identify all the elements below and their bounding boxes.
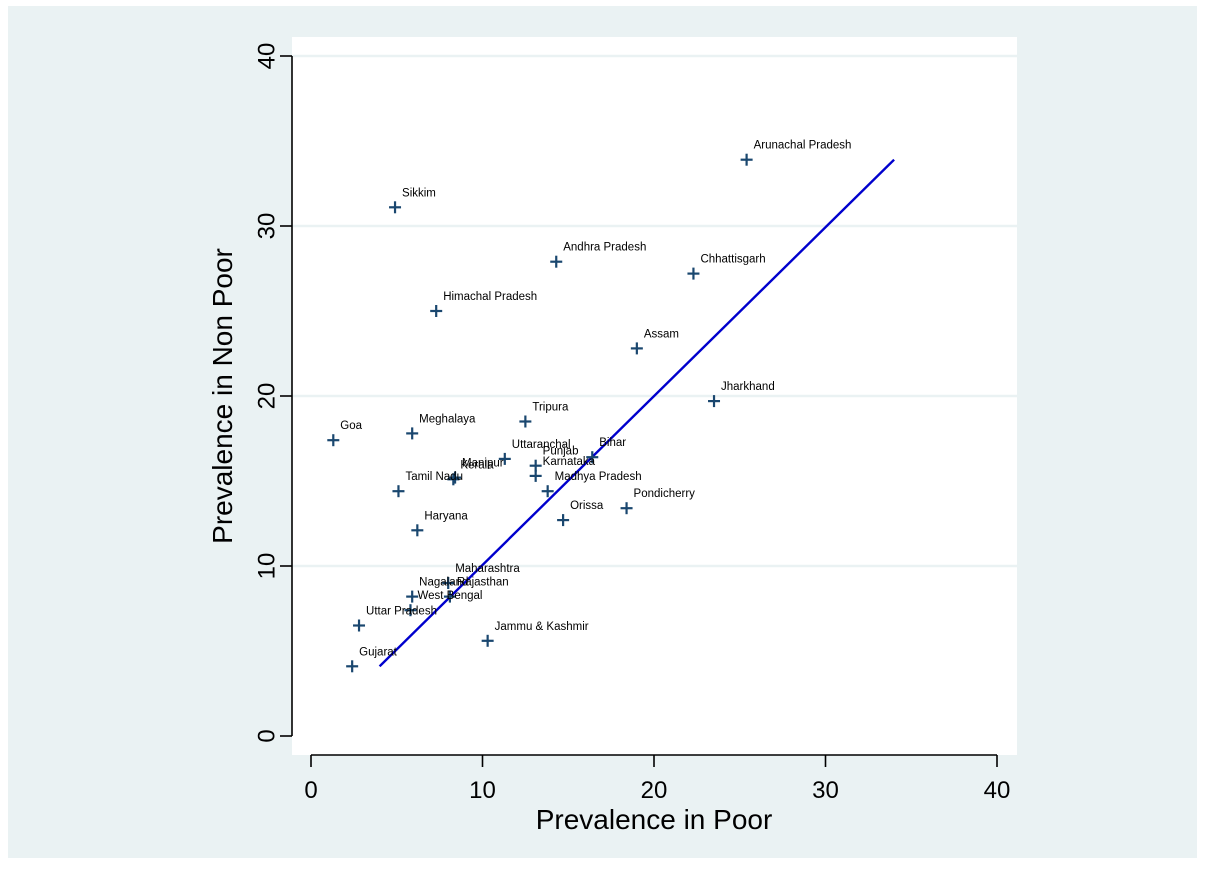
y-tick-label-0: 0	[253, 729, 280, 742]
y-tick-label-10: 10	[253, 553, 280, 580]
y-tick-label-20: 20	[253, 383, 280, 410]
x-axis-label: Prevalence in Poor	[536, 804, 773, 835]
point-maharashtra	[442, 577, 455, 589]
point-label-orissa: Orissa	[570, 500, 604, 512]
point-arunachal-pradesh	[740, 153, 753, 166]
point-tamil-nadu	[392, 485, 405, 498]
point-tripura	[519, 415, 532, 428]
point-label-jammu-kashmir: Jammu & Kashmir	[495, 621, 589, 633]
point-labels-layer: Arunachal Pradesh Sikkim Andhra Pradesh Chh…	[340, 140, 851, 659]
x-tick-label-30: 30	[812, 777, 839, 804]
x-tick-label-10: 10	[469, 777, 496, 804]
point-jharkhand	[708, 395, 721, 408]
point-orissa	[557, 514, 570, 527]
point-label-chhattisgarh: Chhattisgarh	[700, 254, 765, 266]
point-label-rajasthan: Rajasthan	[457, 577, 509, 589]
point-label-bihar: Bihar	[599, 437, 626, 449]
point-label-gujarat: Gujarat	[359, 646, 398, 658]
y-tick-label-30: 30	[253, 213, 280, 240]
point-manipur	[449, 471, 462, 484]
point-karnataka	[529, 469, 542, 482]
point-label-goa: Goa	[340, 420, 362, 432]
fit-line-layer	[378, 158, 895, 668]
point-pondicherry	[620, 502, 633, 515]
fit-line	[378, 158, 895, 668]
point-label-madhya-pradesh: Madhya Pradesh	[555, 471, 642, 483]
y-tick-label-40: 40	[253, 43, 280, 70]
point-label-meghalaya: Meghalaya	[419, 413, 476, 425]
points-layer	[327, 153, 753, 673]
point-goa	[327, 434, 340, 447]
point-madhya-pradesh	[541, 485, 554, 498]
point-label-west-bengal: West Bengal	[417, 590, 482, 602]
point-kerala	[447, 473, 460, 486]
point-label-manipur: Manipur	[462, 458, 504, 470]
point-label-haryana: Haryana	[424, 510, 468, 522]
x-tick-label-0: 0	[304, 777, 317, 804]
point-uttar-pradesh	[353, 619, 366, 632]
point-west-bengal	[404, 604, 417, 617]
point-andhra-pradesh	[550, 255, 563, 268]
point-chhattisgarh	[687, 267, 700, 280]
x-tick-label-40: 40	[984, 777, 1011, 804]
point-label-kerala: Kerala	[460, 459, 494, 471]
point-label-sikkim: Sikkim	[402, 187, 436, 199]
point-label-uttar-pradesh: Uttar Pradesh	[366, 606, 437, 618]
point-label-himachal-pradesh: Himachal Pradesh	[443, 291, 537, 303]
point-label-nagaland: Nagaland	[419, 577, 468, 589]
point-label-karnataka: Karnataka	[543, 456, 596, 468]
point-assam	[630, 342, 643, 355]
axis-layer: 0 10 20 30 40 0 10 20 30 40	[253, 43, 1010, 804]
point-bihar	[586, 451, 599, 464]
point-label-maharashtra: Maharashtra	[455, 563, 520, 575]
point-meghalaya	[406, 427, 419, 440]
point-punjab	[529, 459, 542, 472]
point-himachal-pradesh	[430, 305, 443, 317]
point-label-jharkhand: Jharkhand	[721, 381, 775, 393]
point-label-tamil-nadu: Tamil Nadu	[405, 471, 463, 483]
point-label-assam: Assam	[644, 328, 679, 340]
point-label-pondicherry: Pondicherry	[634, 488, 696, 500]
point-haryana	[411, 524, 424, 537]
y-axis-label: Prevalence in Non Poor	[207, 248, 238, 544]
point-jammu-kashmir	[481, 634, 494, 647]
point-label-andhra-pradesh: Andhra Pradesh	[563, 242, 646, 254]
point-label-uttaranchal: Uttaranchal	[512, 439, 571, 451]
grid-layer	[292, 54, 1017, 568]
point-label-arunachal-pradesh: Arunachal Pradesh	[754, 140, 852, 152]
point-sikkim	[389, 201, 402, 214]
point-label-punjab: Punjab	[543, 446, 579, 458]
x-tick-label-20: 20	[641, 777, 668, 804]
point-rajasthan	[443, 590, 456, 603]
point-gujarat	[346, 660, 359, 673]
point-nagaland	[406, 590, 419, 603]
point-uttaranchal	[498, 452, 511, 465]
point-label-tripura: Tripura	[532, 402, 569, 414]
